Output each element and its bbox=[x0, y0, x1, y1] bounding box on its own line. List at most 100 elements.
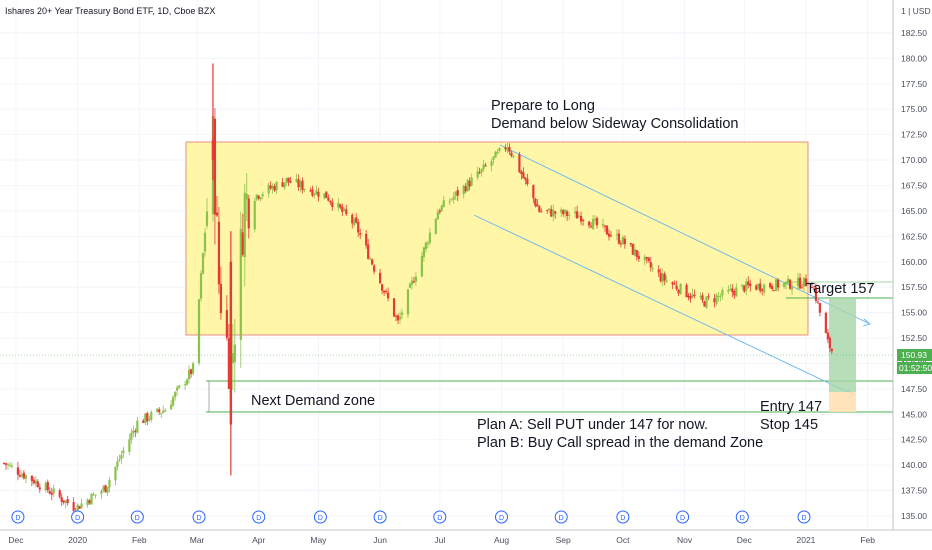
candle-body bbox=[273, 185, 276, 191]
dividend-marker-icon[interactable]: D bbox=[433, 510, 447, 524]
candle-body bbox=[88, 500, 91, 504]
dividend-marker-icon[interactable]: D bbox=[373, 510, 387, 524]
annotation-plan-b[interactable]: Plan B: Buy Call spread in the demand Zo… bbox=[477, 435, 763, 451]
dividend-marker-icon[interactable]: D bbox=[11, 510, 25, 524]
dividend-marker-icon[interactable]: D bbox=[252, 510, 266, 524]
candle-body bbox=[197, 299, 201, 364]
annotation-next-demand[interactable]: Next Demand zone bbox=[251, 393, 375, 409]
candle-body bbox=[128, 439, 131, 452]
candle-body bbox=[20, 474, 24, 477]
candle-body bbox=[440, 205, 443, 211]
candle-body bbox=[536, 204, 539, 207]
annotation-target[interactable]: Target 157 bbox=[806, 281, 875, 297]
candle-body bbox=[289, 181, 292, 183]
candle-body bbox=[550, 209, 553, 217]
candle-body bbox=[58, 490, 61, 497]
dividend-marker-icon[interactable]: D bbox=[676, 510, 690, 524]
candle-body bbox=[824, 312, 827, 334]
candle-body bbox=[775, 279, 778, 291]
candle-body bbox=[526, 178, 529, 185]
time-axis[interactable] bbox=[0, 530, 893, 550]
candle-body bbox=[227, 338, 230, 389]
candle-body bbox=[546, 209, 549, 211]
channel-lower-line[interactable] bbox=[473, 214, 855, 396]
annotation-plan-a[interactable]: Plan A: Sell PUT under 147 for now. bbox=[477, 417, 708, 433]
candle-body bbox=[410, 280, 414, 285]
candle-body bbox=[796, 277, 800, 287]
candle-body bbox=[386, 292, 390, 299]
candle-body bbox=[239, 228, 242, 340]
price-axis[interactable] bbox=[893, 0, 932, 530]
candle-body bbox=[287, 177, 290, 182]
candle-body bbox=[651, 268, 654, 270]
dividend-marker-icon[interactable]: D bbox=[313, 510, 327, 524]
candle-body bbox=[615, 234, 619, 236]
dividend-marker-icon[interactable]: D bbox=[616, 510, 630, 524]
candle-body bbox=[295, 178, 298, 182]
candle-body bbox=[540, 211, 543, 213]
candle-body bbox=[325, 191, 328, 198]
candle-body bbox=[580, 215, 583, 222]
candle-body bbox=[379, 272, 382, 284]
candle-body bbox=[52, 488, 55, 494]
dividend-marker-icon[interactable]: D bbox=[192, 510, 206, 524]
candle-body bbox=[436, 212, 439, 220]
annotation-demand-below[interactable]: Demand below Sideway Consolidation bbox=[491, 116, 738, 132]
candle-body bbox=[512, 155, 515, 158]
price-tick-label: 165.00 bbox=[901, 206, 927, 216]
candle-body bbox=[283, 182, 286, 188]
candle-body bbox=[271, 185, 274, 189]
annotation-stop[interactable]: Stop 145 bbox=[760, 417, 818, 433]
candle-body bbox=[24, 475, 27, 479]
time-tick-label: 2020 bbox=[68, 535, 87, 545]
candle-body bbox=[382, 290, 386, 293]
candle-body bbox=[763, 284, 766, 293]
dividend-marker-icon[interactable]: D bbox=[554, 510, 568, 524]
dividend-marker-icon[interactable]: D bbox=[735, 510, 749, 524]
time-axis-ticks: Dec 2020 Feb Mar Apr May Jun Jul Aug Sep Oct Nov Dec… bbox=[8, 535, 875, 545]
candle-body bbox=[72, 502, 75, 511]
candle-body bbox=[303, 188, 306, 190]
candle-body bbox=[442, 200, 445, 207]
candle-body bbox=[118, 459, 121, 461]
candle-body bbox=[589, 226, 593, 228]
candle-body bbox=[747, 281, 750, 286]
candle-body bbox=[22, 472, 25, 479]
price-tick-label: 155.00 bbox=[901, 308, 927, 318]
candle-body bbox=[76, 504, 79, 512]
candle-body bbox=[384, 290, 388, 292]
candle-body bbox=[150, 412, 153, 421]
symbol-title[interactable]: Ishares 20+ Year Treasury Bond ETF, 1D, … bbox=[5, 6, 215, 16]
candle-body bbox=[621, 237, 624, 245]
channel-upper-line[interactable] bbox=[499, 144, 871, 325]
dividend-marker-icon[interactable]: D bbox=[797, 510, 811, 524]
candle-body bbox=[34, 480, 37, 484]
price-tick-label: 177.50 bbox=[901, 79, 927, 89]
candle-body bbox=[643, 256, 646, 261]
candle-body bbox=[353, 219, 356, 226]
dividend-marker-label: D bbox=[135, 515, 140, 522]
dividend-marker-icon[interactable]: D bbox=[71, 510, 85, 524]
price-tick-label: 162.50 bbox=[901, 231, 927, 241]
price-tick-label: 147.50 bbox=[901, 384, 927, 394]
candle-body bbox=[309, 190, 312, 192]
candle-body bbox=[122, 450, 125, 454]
candle-body bbox=[60, 497, 63, 502]
candle-body bbox=[245, 193, 248, 200]
candle-body bbox=[422, 247, 425, 258]
dividend-marker-icon[interactable]: D bbox=[495, 510, 508, 524]
candle-body bbox=[769, 283, 772, 288]
dividend-marker-icon[interactable]: D bbox=[130, 510, 144, 524]
annotation-entry[interactable]: Entry 147 bbox=[760, 399, 822, 415]
candle-body bbox=[215, 212, 219, 216]
candle-body bbox=[396, 315, 400, 321]
candle-body bbox=[510, 152, 513, 157]
candle-body bbox=[148, 418, 151, 420]
annotation-prepare-long[interactable]: Prepare to Long bbox=[491, 98, 595, 114]
long-position-loss-area[interactable] bbox=[829, 392, 856, 412]
candle-body bbox=[782, 283, 786, 288]
long-position-profit-area[interactable] bbox=[829, 298, 856, 392]
candle-body bbox=[243, 192, 246, 258]
